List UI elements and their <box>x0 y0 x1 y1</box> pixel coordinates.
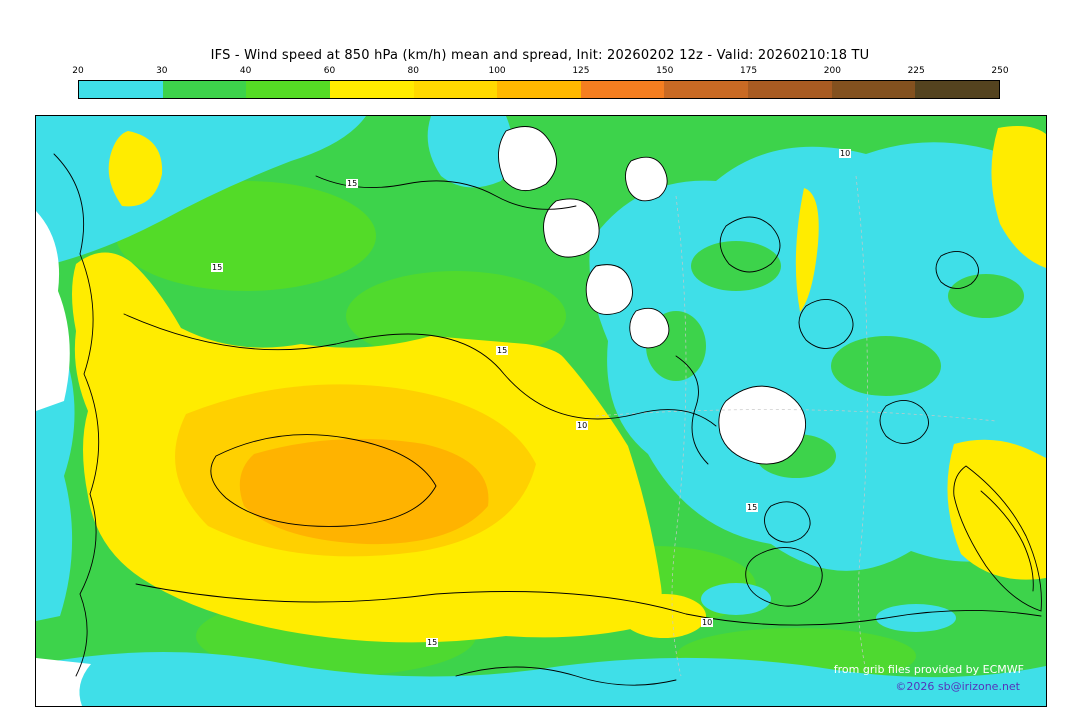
colorbar-tick: 40 <box>239 66 252 76</box>
contour-label: 10 <box>701 618 714 627</box>
colorbar-tick: 30 <box>156 66 168 76</box>
contour-label: 15 <box>346 179 359 188</box>
colorbar-tick: 125 <box>572 66 590 76</box>
colorbar-segment <box>79 81 163 98</box>
green-spots-on-cyan <box>646 241 1024 478</box>
colorbar-tick: 20 <box>72 66 84 76</box>
colorbar-segment <box>831 81 916 98</box>
colorbar-segment <box>748 81 832 98</box>
colorbar-segment <box>664 81 749 98</box>
colorbar-tick: 250 <box>991 66 1009 76</box>
colorbar-tick: 60 <box>323 66 336 76</box>
map-frame: 15 15 15 10 10 15 15 10 from grib files … <box>35 115 1047 707</box>
calm-white-areas <box>36 126 806 706</box>
contour-label: 15 <box>211 263 224 272</box>
colorbar-segment <box>246 81 330 98</box>
orange-core <box>239 438 489 545</box>
colorbar-ticks: 20 30 40 60 80 100 125 150 175 200 225 250 <box>72 66 1008 80</box>
colorbar-segments <box>78 80 1000 99</box>
colorbar-segment <box>497 81 581 98</box>
contour-label: 10 <box>839 149 852 158</box>
contour-lines <box>53 126 1042 686</box>
colorbar-tick: 200 <box>823 66 841 76</box>
graticule-lines <box>595 175 997 677</box>
contour-label: 15 <box>746 503 759 512</box>
colorbar-segment <box>162 81 247 98</box>
colorbar-tick: 150 <box>656 66 674 76</box>
credit-ecmwf: from grib files provided by ECMWF <box>833 663 1024 676</box>
colorbar-segment <box>915 81 1000 98</box>
colorbar: 20 30 40 60 80 100 125 150 175 200 225 250 <box>72 66 1009 99</box>
colorbar-tick: 225 <box>907 66 925 76</box>
copyright: ©2026 sb@irizone.net <box>895 680 1020 693</box>
contour-label: 15 <box>426 638 439 647</box>
colorbar-segment <box>413 81 498 98</box>
contour-label: 15 <box>496 346 509 355</box>
wind-speed-map <box>36 116 1046 706</box>
colorbar-tick: 175 <box>739 66 758 76</box>
chart-title: IFS - Wind speed at 850 hPa (km/h) mean … <box>210 48 870 63</box>
colorbar-tick: 100 <box>488 66 506 76</box>
colorbar-tick: 80 <box>407 66 419 76</box>
contour-label: 10 <box>576 421 589 430</box>
colorbar-segment <box>329 81 414 98</box>
colorbar-segment <box>580 81 665 98</box>
